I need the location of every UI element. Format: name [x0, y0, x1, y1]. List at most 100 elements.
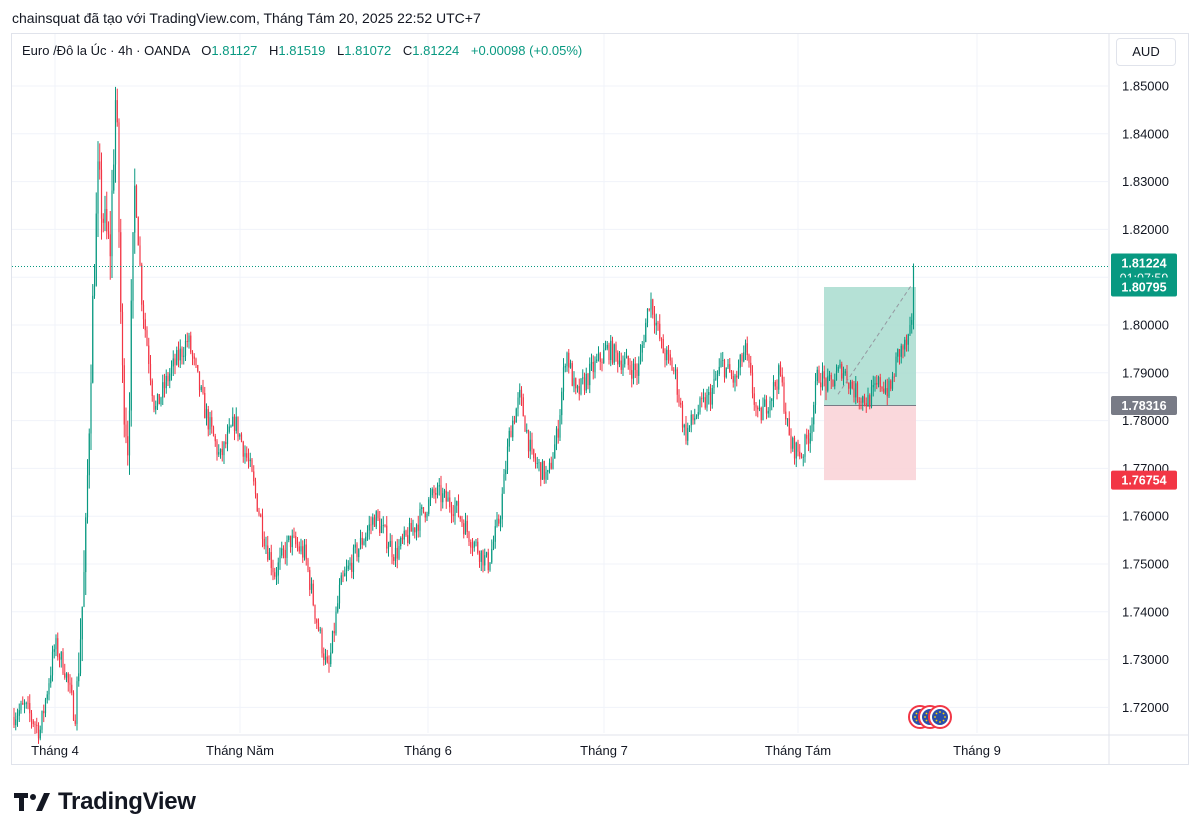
candle-body [274, 572, 276, 577]
candle-body [888, 380, 890, 397]
candle-body [435, 492, 437, 495]
candle-body [860, 401, 862, 403]
candle-body [639, 352, 642, 364]
candle-body [74, 720, 76, 724]
candle-body [111, 190, 113, 257]
candle-body [377, 511, 379, 519]
candle-body [204, 392, 206, 419]
candle-body [702, 397, 705, 399]
candle-body [176, 350, 178, 365]
tradingview-logo[interactable]: TradingView [14, 788, 196, 816]
candle-body [421, 507, 423, 510]
eu-flag-star [925, 712, 928, 715]
open-value: 1.81127 [211, 43, 258, 58]
candle-body [765, 399, 768, 414]
candle-body [254, 481, 257, 494]
candle-body [141, 264, 143, 305]
candle-body [443, 490, 446, 494]
candle-body [184, 341, 187, 356]
candle-body [228, 426, 230, 432]
candle-body [211, 417, 213, 427]
close-label: C [402, 43, 413, 58]
candle-body [652, 299, 654, 315]
price-tick-label: 1.80000 [1122, 318, 1169, 333]
candle-body [121, 311, 124, 366]
chart-overlay [12, 265, 1108, 729]
candle-body [282, 548, 285, 551]
candle-body [548, 462, 551, 471]
candle-body [104, 209, 106, 223]
candle-body [127, 436, 129, 456]
candle-body [69, 682, 71, 685]
candle-body [482, 550, 484, 566]
candle-body [487, 552, 489, 571]
candle-body [603, 350, 605, 363]
candle-body [505, 470, 507, 475]
currency-button[interactable]: AUD [1116, 38, 1176, 66]
candle-body [160, 397, 162, 405]
candle-body [456, 501, 458, 506]
candle-body [534, 458, 537, 464]
symbol-name[interactable]: Euro /Đô la Úc · 4h · OANDA [22, 43, 190, 58]
candle-body [43, 711, 45, 714]
candle-body [872, 385, 874, 388]
candle-body [760, 407, 762, 421]
candle-body [767, 410, 769, 414]
candle-body [417, 524, 419, 531]
candle-body [793, 437, 796, 459]
candle-body [405, 530, 407, 536]
candle-body [620, 360, 622, 370]
candle-body [893, 376, 895, 378]
time-axis: Tháng 4 Tháng Năm Tháng 6 Tháng 7 Tháng Tám T… [31, 743, 1001, 758]
candle-body [279, 555, 281, 563]
stop-price-tag: 1.76754 [1111, 470, 1177, 490]
candle-body [533, 449, 535, 459]
eu-flag-icon[interactable] [928, 705, 952, 729]
candle-body [106, 209, 108, 232]
candle-body [219, 448, 222, 453]
candle-body [139, 245, 141, 265]
candle-body [583, 377, 586, 391]
candle-body [883, 388, 885, 393]
candle-body [501, 493, 503, 520]
candle-body [88, 433, 90, 476]
candle-body [253, 471, 255, 482]
candle-body [186, 341, 188, 342]
candle-body [130, 300, 132, 411]
candle-body [289, 535, 292, 548]
candle-body [599, 353, 601, 362]
candle-body [520, 389, 523, 398]
candle-body [869, 395, 871, 408]
candle-body [167, 375, 169, 382]
candle-body [524, 416, 526, 432]
price-tick-label: 1.85000 [1122, 79, 1169, 94]
candle-body [162, 382, 164, 398]
candle-body [78, 673, 80, 682]
candle-body [359, 537, 362, 549]
candle-body [457, 501, 460, 517]
candle-body [464, 520, 467, 535]
candle-body [769, 400, 771, 411]
candle-body [659, 323, 661, 339]
candle-body [785, 411, 787, 420]
candle-body [205, 409, 208, 419]
candle-body [746, 343, 748, 356]
candle-body [748, 355, 750, 363]
candle-body [842, 373, 845, 379]
candle-body [687, 427, 689, 441]
candle-body [158, 394, 160, 405]
time-tick-label: Tháng 7 [580, 743, 628, 758]
candle-body [212, 426, 215, 437]
candle-body [275, 575, 278, 577]
candle-body [830, 375, 832, 380]
candle-body [764, 399, 766, 407]
candle-body [536, 463, 538, 464]
candle-body [807, 438, 810, 444]
candle-body [400, 537, 402, 547]
candle-body [912, 266, 915, 321]
candle-body [422, 507, 425, 513]
candle-body [582, 377, 584, 379]
candle-body [284, 550, 286, 558]
candle-body [674, 369, 677, 371]
